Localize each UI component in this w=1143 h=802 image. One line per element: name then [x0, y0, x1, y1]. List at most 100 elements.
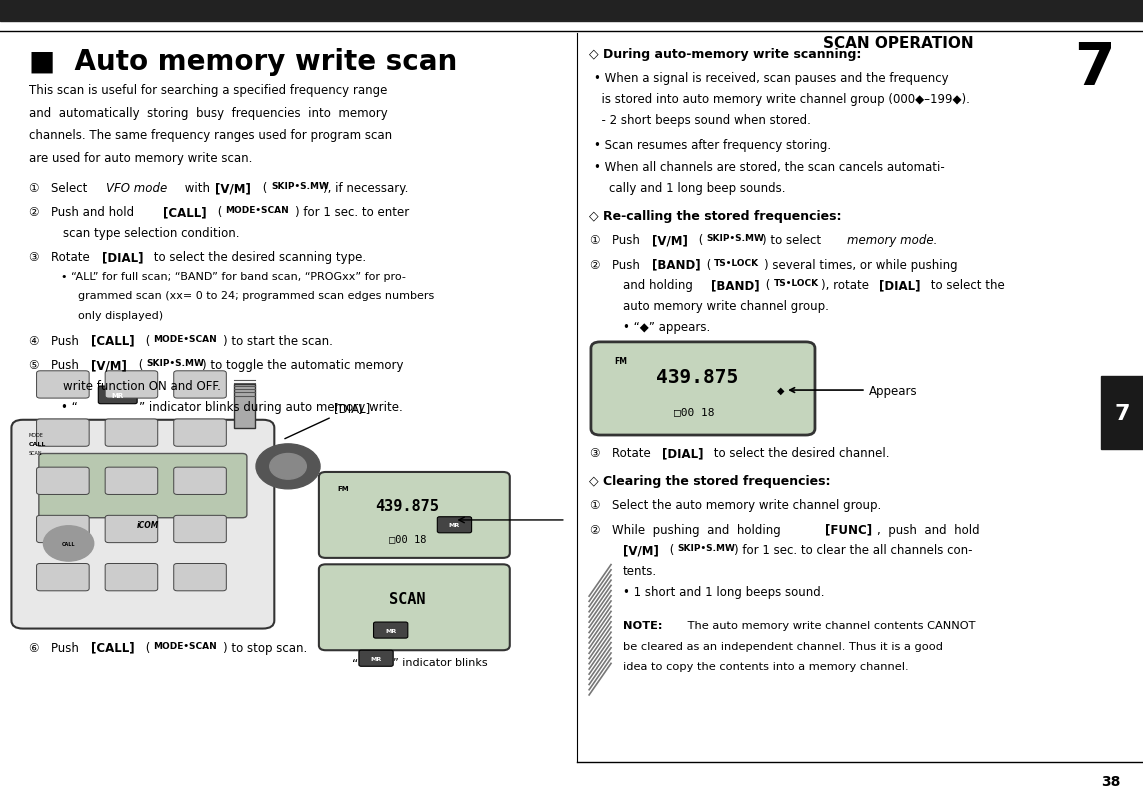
Text: [CALL]: [CALL] [163, 206, 207, 219]
Text: idea to copy the contents into a memory channel.: idea to copy the contents into a memory … [623, 662, 909, 671]
Text: (: ( [142, 641, 150, 654]
Text: [DIAL]: [DIAL] [102, 251, 143, 264]
Text: 439.875: 439.875 [375, 499, 439, 513]
Text: cally and 1 long beep sounds.: cally and 1 long beep sounds. [609, 182, 785, 195]
FancyBboxPatch shape [37, 564, 89, 591]
Circle shape [256, 444, 320, 489]
FancyBboxPatch shape [591, 342, 815, 435]
Text: (: ( [695, 234, 703, 247]
Text: auto memory write channel group.: auto memory write channel group. [623, 300, 829, 313]
Text: ■  Auto memory write scan: ■ Auto memory write scan [29, 48, 457, 76]
FancyBboxPatch shape [319, 472, 510, 558]
Text: ) to toggle the automatic memory: ) to toggle the automatic memory [202, 358, 403, 371]
Circle shape [270, 454, 306, 480]
Text: [DIAL]: [DIAL] [662, 447, 703, 460]
FancyBboxPatch shape [37, 419, 89, 447]
Text: Push: Push [51, 641, 83, 654]
Text: Appears: Appears [790, 384, 918, 397]
Text: ) several times, or while pushing: ) several times, or while pushing [764, 258, 957, 271]
Text: - 2 short beeps sound when stored.: - 2 short beeps sound when stored. [594, 114, 812, 127]
Text: 7: 7 [1114, 403, 1129, 423]
Text: The auto memory write channel contents CANNOT: The auto memory write channel contents C… [684, 620, 975, 630]
Text: FM: FM [614, 357, 626, 366]
Bar [589, 614, 1114, 679]
Text: While  pushing  and  holding: While pushing and holding [612, 523, 784, 536]
Text: ①: ① [589, 499, 599, 512]
Text: memory mode.: memory mode. [847, 234, 937, 247]
Text: ①: ① [29, 182, 39, 195]
FancyBboxPatch shape [105, 468, 158, 495]
FancyBboxPatch shape [174, 371, 226, 399]
Text: MODE: MODE [29, 432, 43, 437]
Text: (: ( [214, 206, 222, 219]
FancyBboxPatch shape [98, 387, 137, 404]
FancyBboxPatch shape [37, 516, 89, 543]
Text: (: ( [259, 182, 267, 195]
FancyBboxPatch shape [359, 650, 393, 666]
Text: (: ( [762, 279, 770, 292]
Text: SKIP•S.MW: SKIP•S.MW [146, 358, 205, 367]
Text: (: ( [135, 358, 143, 371]
Text: tents.: tents. [623, 565, 657, 577]
Text: ③: ③ [589, 447, 599, 460]
Text: TS•LOCK: TS•LOCK [774, 279, 818, 288]
Text: SKIP•S.MW: SKIP•S.MW [678, 544, 736, 553]
Text: ⑤: ⑤ [29, 358, 39, 371]
Text: • When all channels are stored, the scan cancels automati-: • When all channels are stored, the scan… [594, 161, 945, 174]
FancyBboxPatch shape [174, 564, 226, 591]
Text: CALL: CALL [29, 441, 46, 446]
Text: ), rotate: ), rotate [821, 279, 872, 292]
Text: • “◆” appears.: • “◆” appears. [623, 321, 710, 334]
Text: [BAND]: [BAND] [711, 279, 760, 292]
Text: ,  push  and  hold: , push and hold [877, 523, 980, 536]
Text: only displayed): only displayed) [78, 310, 162, 320]
Text: “: “ [352, 658, 359, 670]
Text: ⑥: ⑥ [29, 641, 39, 654]
Text: MR: MR [385, 628, 397, 633]
FancyBboxPatch shape [174, 419, 226, 447]
Text: ” indicator blinks during auto memory write.: ” indicator blinks during auto memory wr… [139, 400, 403, 413]
Text: ) to stop scan.: ) to stop scan. [223, 641, 307, 654]
FancyBboxPatch shape [105, 564, 158, 591]
Text: SCAN: SCAN [29, 451, 42, 456]
Bar [0, 0, 1143, 22]
Text: [V/M]: [V/M] [91, 358, 127, 371]
Text: Push: Push [51, 358, 83, 371]
FancyBboxPatch shape [174, 468, 226, 495]
Text: SKIP•S.MW: SKIP•S.MW [706, 234, 765, 243]
FancyBboxPatch shape [105, 419, 158, 447]
Text: CALL: CALL [62, 541, 75, 546]
Text: Rotate: Rotate [612, 447, 654, 460]
Text: This scan is useful for searching a specified frequency range: This scan is useful for searching a spec… [29, 84, 387, 97]
Text: ) to start the scan.: ) to start the scan. [223, 334, 333, 347]
Text: ), if necessary.: ), if necessary. [323, 182, 409, 195]
Text: Push: Push [51, 334, 83, 347]
Text: ) for 1 sec. to enter: ) for 1 sec. to enter [295, 206, 409, 219]
FancyBboxPatch shape [105, 516, 158, 543]
FancyBboxPatch shape [37, 371, 89, 399]
Text: ◇ Clearing the stored frequencies:: ◇ Clearing the stored frequencies: [589, 475, 830, 488]
Text: [FUNC]: [FUNC] [825, 523, 872, 536]
FancyBboxPatch shape [105, 371, 158, 399]
Text: Select: Select [51, 182, 91, 195]
Text: Push: Push [612, 258, 644, 271]
Text: iCOM: iCOM [136, 520, 159, 529]
Text: ①: ① [589, 234, 599, 247]
Bar [1101, 377, 1143, 449]
Bar [234, 384, 255, 428]
Text: (: ( [703, 258, 711, 271]
Text: ◇ During auto-memory write scanning:: ◇ During auto-memory write scanning: [589, 48, 861, 61]
FancyBboxPatch shape [11, 420, 274, 629]
Text: ②: ② [29, 206, 39, 219]
Text: VFO mode: VFO mode [106, 182, 168, 195]
Circle shape [43, 526, 94, 561]
Text: MR: MR [449, 523, 461, 528]
Text: is stored into auto memory write channel group (000◆–199◆).: is stored into auto memory write channel… [594, 93, 970, 106]
Text: MR: MR [370, 656, 382, 661]
Text: • “ALL” for full scan; “BAND” for band scan, “PROGxx” for pro-: • “ALL” for full scan; “BAND” for band s… [61, 272, 406, 282]
Text: (: ( [142, 334, 150, 347]
Text: ◇ Re-calling the stored frequencies:: ◇ Re-calling the stored frequencies: [589, 210, 841, 223]
Text: MODE•SCAN: MODE•SCAN [153, 641, 217, 650]
Text: ④: ④ [29, 334, 39, 347]
Text: [CALL]: [CALL] [91, 334, 135, 347]
